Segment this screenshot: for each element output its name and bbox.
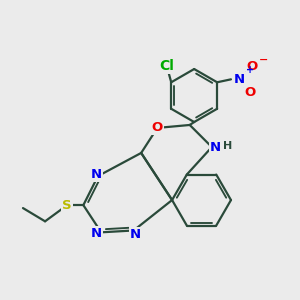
Text: N: N — [234, 73, 245, 86]
Text: N: N — [130, 228, 141, 242]
Text: O: O — [152, 122, 163, 134]
Text: O: O — [247, 61, 258, 74]
Text: −: − — [259, 55, 268, 64]
Text: +: + — [246, 65, 254, 75]
Text: N: N — [210, 141, 221, 154]
Text: O: O — [245, 86, 256, 99]
Text: N: N — [91, 168, 102, 181]
Text: N: N — [91, 227, 102, 240]
Text: H: H — [224, 141, 233, 151]
Text: S: S — [62, 199, 72, 212]
Text: Cl: Cl — [159, 59, 174, 73]
